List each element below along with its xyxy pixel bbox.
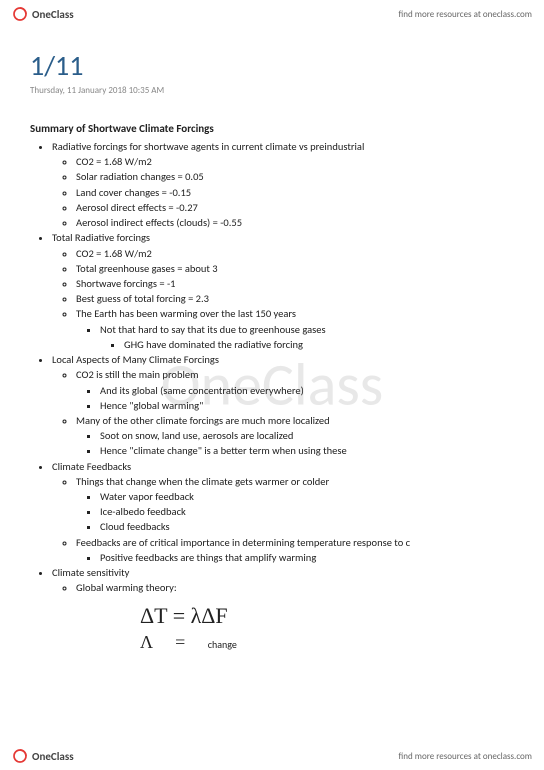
bottom-tagline: find more resources at oneclass.com bbox=[399, 751, 532, 762]
list-item: Not that hard to say that its due to gre… bbox=[100, 322, 514, 352]
bottom-bar: OneClass find more resources at oneclass… bbox=[0, 744, 544, 770]
sub-list: CO2 is still the main problemAnd its glo… bbox=[52, 367, 514, 458]
formula-equals: = bbox=[175, 632, 185, 652]
brand-icon bbox=[12, 748, 28, 764]
list-item: Best guess of total forcing = 2.3 bbox=[76, 291, 514, 306]
list-item: Aerosol indirect effects (clouds) = -0.5… bbox=[76, 215, 514, 230]
sub-list: GHG have dominated the radiative forcing bbox=[100, 337, 514, 352]
list-item: CO2 = 1.68 W/m2 bbox=[76, 154, 514, 169]
list-item: Global warming theory: bbox=[76, 580, 514, 595]
list-item: Soot on snow, land use, aerosols are loc… bbox=[100, 428, 514, 443]
list-item: Aerosol direct effects = -0.27 bbox=[76, 200, 514, 215]
sub-list: Positive feedbacks are things that ampli… bbox=[76, 550, 514, 565]
list-item: And its global (same concentration every… bbox=[100, 383, 514, 398]
sub-list: Global warming theory: bbox=[52, 580, 514, 595]
top-bar: OneClass find more resources at oneclass… bbox=[0, 0, 544, 26]
list-item: Things that change when the climate gets… bbox=[76, 474, 514, 535]
sub-list: CO2 = 1.68 W/m2Total greenhouse gases = … bbox=[52, 246, 514, 353]
brand-name-bottom: OneClass bbox=[32, 750, 74, 763]
brand-name: OneClass bbox=[32, 8, 74, 21]
sub-list: And its global (same concentration every… bbox=[76, 383, 514, 413]
formula-block: ΔT = λΔF Λ = change bbox=[30, 602, 514, 654]
sub-list: Not that hard to say that its due to gre… bbox=[76, 322, 514, 352]
page-body: 1/11 Thursday, 11 January 2018 10:35 AM … bbox=[0, 26, 544, 653]
formula-line-2: Λ = change bbox=[140, 632, 514, 653]
sub-list: CO2 = 1.68 W/m2Solar radiation changes =… bbox=[52, 154, 514, 230]
sub-list: Things that change when the climate gets… bbox=[52, 474, 514, 565]
formula-word: change bbox=[208, 638, 237, 651]
list-item: Hence "climate change" is a better term … bbox=[100, 443, 514, 458]
list-item: Radiative forcings for shortwave agents … bbox=[52, 139, 514, 230]
list-item: GHG have dominated the radiative forcing bbox=[124, 337, 514, 352]
list-item: Local Aspects of Many Climate ForcingsCO… bbox=[52, 352, 514, 459]
list-item: CO2 is still the main problemAnd its glo… bbox=[76, 367, 514, 413]
list-item: Hence "global warming" bbox=[100, 398, 514, 413]
list-item: Climate sensitivityGlobal warming theory… bbox=[52, 565, 514, 595]
outline-list: Radiative forcings for shortwave agents … bbox=[30, 139, 514, 596]
list-item: Cloud feedbacks bbox=[100, 519, 514, 534]
formula-line-1: ΔT = λΔF bbox=[140, 602, 514, 631]
sub-list: Soot on snow, land use, aerosols are loc… bbox=[76, 428, 514, 458]
list-item: The Earth has been warming over the last… bbox=[76, 306, 514, 352]
top-tagline: find more resources at oneclass.com bbox=[399, 9, 532, 20]
list-item: Ice-albedo feedback bbox=[100, 504, 514, 519]
list-item: Feedbacks are of critical importance in … bbox=[76, 535, 514, 565]
list-item: Positive feedbacks are things that ampli… bbox=[100, 550, 514, 565]
list-item: Total greenhouse gases = about 3 bbox=[76, 261, 514, 276]
sub-list: Water vapor feedbackIce-albedo feedbackC… bbox=[76, 489, 514, 535]
list-item: Shortwave forcings = -1 bbox=[76, 276, 514, 291]
list-item: Climate FeedbacksThings that change when… bbox=[52, 459, 514, 566]
list-item: CO2 = 1.68 W/m2 bbox=[76, 246, 514, 261]
brand-bottom: OneClass bbox=[12, 748, 74, 764]
list-item: Land cover changes = -0.15 bbox=[76, 185, 514, 200]
formula-symbol: Λ bbox=[140, 632, 153, 652]
list-item: Many of the other climate forcings are m… bbox=[76, 413, 514, 459]
page-title: 1/11 bbox=[30, 48, 514, 83]
list-item: Total Radiative forcingsCO2 = 1.68 W/m2T… bbox=[52, 230, 514, 352]
date-line: Thursday, 11 January 2018 10:35 AM bbox=[30, 85, 514, 96]
summary-title: Summary of Shortwave Climate Forcings bbox=[30, 122, 514, 135]
brand: OneClass bbox=[12, 6, 74, 22]
list-item: Solar radiation changes = 0.05 bbox=[76, 169, 514, 184]
brand-icon bbox=[12, 6, 28, 22]
list-item: Water vapor feedback bbox=[100, 489, 514, 504]
